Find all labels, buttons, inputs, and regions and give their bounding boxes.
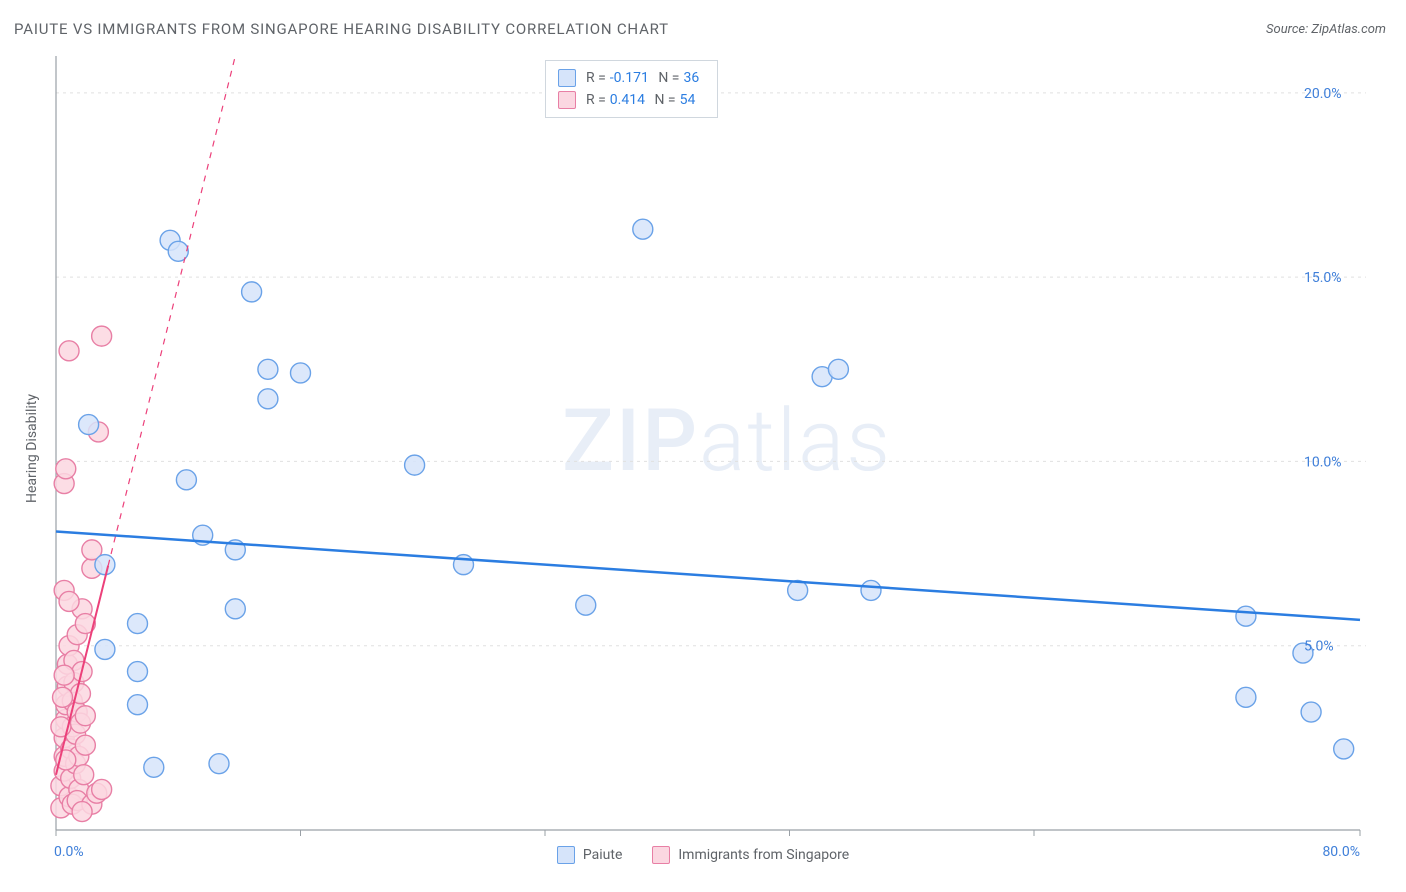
svg-text:5.0%: 5.0%	[1304, 639, 1334, 655]
legend-item-paiute: Paiute	[557, 846, 623, 864]
legend-row-singapore: R =0.414 N =54	[558, 89, 705, 111]
legend-row-paiute: R =-0.171 N =36	[558, 67, 705, 89]
legend-item-singapore: Immigrants from Singapore	[652, 846, 849, 864]
scatter-chart: 0.0%80.0%5.0%10.0%15.0%20.0%	[0, 0, 1406, 892]
swatch-paiute-bottom	[557, 846, 575, 864]
n-singapore: 54	[680, 92, 696, 108]
svg-text:10.0%: 10.0%	[1304, 454, 1342, 470]
legend-label-singapore: Immigrants from Singapore	[678, 847, 849, 863]
series-legend: Paiute Immigrants from Singapore	[0, 846, 1406, 864]
swatch-paiute	[558, 69, 576, 87]
n-paiute: 36	[683, 70, 699, 86]
legend-label-paiute: Paiute	[583, 847, 623, 863]
r-paiute: -0.171	[610, 70, 649, 86]
swatch-singapore-bottom	[652, 846, 670, 864]
svg-text:20.0%: 20.0%	[1304, 86, 1342, 102]
swatch-singapore	[558, 91, 576, 109]
correlation-legend: R =-0.171 N =36 R =0.414 N =54	[545, 60, 718, 118]
r-singapore: 0.414	[610, 92, 645, 108]
svg-text:15.0%: 15.0%	[1304, 270, 1342, 286]
